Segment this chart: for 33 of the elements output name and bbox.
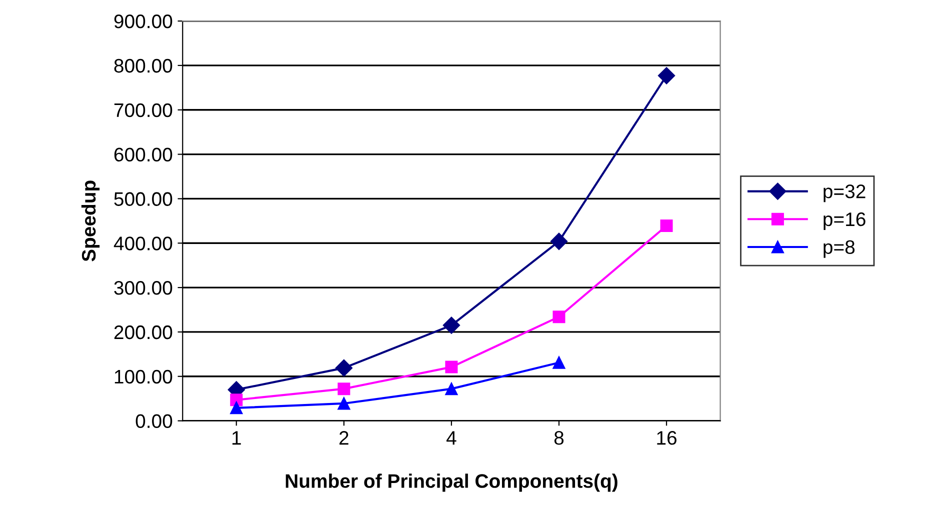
point xyxy=(552,356,566,369)
point xyxy=(658,67,676,84)
y-axis-title: Speedup xyxy=(81,180,100,262)
point xyxy=(230,402,243,414)
y-tick-label: 800.00 xyxy=(114,58,172,73)
x-tick-label: 1 xyxy=(232,431,241,445)
x-tick-label: 16 xyxy=(657,431,676,445)
x-tick-label: 4 xyxy=(446,431,456,445)
y-tick-label: 900.00 xyxy=(114,14,172,28)
point xyxy=(445,382,458,396)
y-tick-label: 0.00 xyxy=(136,414,172,428)
legend-label: p=16 xyxy=(824,212,866,230)
legend-label: p=8 xyxy=(824,240,855,258)
y-tick-label: 700.00 xyxy=(114,103,172,118)
point xyxy=(338,382,350,396)
point xyxy=(230,394,243,406)
point xyxy=(338,397,350,410)
x-tick-label: 2 xyxy=(339,431,348,445)
x-tick-label: 8 xyxy=(554,431,564,445)
x-axis-title: Number of Principal Components(q) xyxy=(286,474,618,492)
point xyxy=(550,232,568,250)
y-tick-label: 400.00 xyxy=(114,236,172,250)
point xyxy=(445,360,458,374)
y-tick-label: 200.00 xyxy=(114,325,172,340)
point xyxy=(442,316,460,334)
point xyxy=(335,359,352,376)
point xyxy=(660,220,673,232)
legend-label: p=32 xyxy=(824,184,866,202)
y-tick-label: 600.00 xyxy=(114,148,172,162)
point xyxy=(552,310,566,324)
y-tick-label: 300.00 xyxy=(114,281,172,295)
y-tick-label: 100.00 xyxy=(114,370,172,384)
y-tick-label: 500.00 xyxy=(114,192,172,206)
